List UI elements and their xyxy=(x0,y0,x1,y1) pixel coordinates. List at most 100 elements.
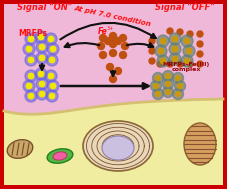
Circle shape xyxy=(160,58,166,64)
Circle shape xyxy=(173,88,183,99)
Circle shape xyxy=(45,33,57,45)
Ellipse shape xyxy=(102,136,134,160)
Circle shape xyxy=(36,52,48,64)
Circle shape xyxy=(114,37,121,44)
Circle shape xyxy=(119,51,126,59)
Bar xyxy=(4,4,223,109)
Circle shape xyxy=(155,91,160,96)
Text: Signal "ON": Signal "ON" xyxy=(17,2,73,12)
Circle shape xyxy=(39,55,45,61)
Circle shape xyxy=(197,41,203,47)
Circle shape xyxy=(104,37,111,44)
Circle shape xyxy=(50,83,56,89)
Circle shape xyxy=(197,51,203,57)
Circle shape xyxy=(165,81,170,87)
Circle shape xyxy=(26,46,32,52)
Circle shape xyxy=(47,43,59,55)
Circle shape xyxy=(169,53,181,65)
Circle shape xyxy=(47,80,59,92)
Circle shape xyxy=(39,91,45,97)
Circle shape xyxy=(36,41,48,53)
Circle shape xyxy=(28,57,34,63)
Circle shape xyxy=(181,35,193,47)
Circle shape xyxy=(109,40,116,47)
Circle shape xyxy=(155,45,167,57)
Circle shape xyxy=(109,75,116,83)
Circle shape xyxy=(23,80,35,92)
Circle shape xyxy=(158,48,164,54)
Circle shape xyxy=(177,61,183,67)
Circle shape xyxy=(177,29,183,35)
Circle shape xyxy=(99,35,106,42)
Polygon shape xyxy=(4,99,223,185)
Circle shape xyxy=(175,91,180,96)
Circle shape xyxy=(197,31,203,37)
Circle shape xyxy=(169,33,181,45)
Circle shape xyxy=(155,76,160,81)
Circle shape xyxy=(183,45,195,57)
Circle shape xyxy=(109,50,116,57)
Bar xyxy=(4,109,223,185)
Circle shape xyxy=(28,93,34,99)
Circle shape xyxy=(36,88,48,100)
Circle shape xyxy=(46,90,58,102)
Circle shape xyxy=(49,57,55,63)
Circle shape xyxy=(149,48,155,54)
Circle shape xyxy=(178,84,183,88)
Circle shape xyxy=(28,73,34,79)
Circle shape xyxy=(163,70,173,81)
Circle shape xyxy=(184,38,190,44)
Circle shape xyxy=(175,76,180,81)
Circle shape xyxy=(165,74,170,78)
Circle shape xyxy=(25,90,37,102)
Circle shape xyxy=(121,43,128,50)
Ellipse shape xyxy=(47,149,73,163)
Circle shape xyxy=(181,55,193,67)
Circle shape xyxy=(25,33,37,45)
Circle shape xyxy=(157,61,163,67)
Polygon shape xyxy=(4,4,223,114)
Circle shape xyxy=(175,81,185,91)
Circle shape xyxy=(39,44,45,50)
Circle shape xyxy=(172,56,178,62)
Circle shape xyxy=(149,38,155,44)
Circle shape xyxy=(23,43,35,55)
Circle shape xyxy=(25,54,37,66)
Circle shape xyxy=(151,81,161,91)
Circle shape xyxy=(157,55,169,67)
Circle shape xyxy=(173,73,183,84)
Circle shape xyxy=(48,73,54,79)
Circle shape xyxy=(160,38,166,44)
Circle shape xyxy=(153,73,163,84)
Circle shape xyxy=(109,33,116,40)
Circle shape xyxy=(25,70,37,82)
Circle shape xyxy=(167,28,173,34)
Circle shape xyxy=(35,31,47,43)
Circle shape xyxy=(153,84,158,88)
Circle shape xyxy=(157,35,169,47)
Circle shape xyxy=(49,93,55,99)
Circle shape xyxy=(187,31,193,37)
Circle shape xyxy=(197,61,203,67)
Circle shape xyxy=(26,83,32,89)
Circle shape xyxy=(99,51,106,59)
Text: 3+: 3+ xyxy=(107,26,114,32)
Text: Signal "OFF": Signal "OFF" xyxy=(155,2,215,12)
Circle shape xyxy=(163,78,173,90)
Circle shape xyxy=(153,88,163,99)
Circle shape xyxy=(165,90,170,94)
Circle shape xyxy=(172,36,178,42)
Circle shape xyxy=(184,58,190,64)
Circle shape xyxy=(38,71,44,77)
Circle shape xyxy=(149,58,155,64)
Circle shape xyxy=(46,54,58,66)
Circle shape xyxy=(167,61,173,67)
Circle shape xyxy=(39,81,45,87)
Circle shape xyxy=(163,87,173,98)
Circle shape xyxy=(45,70,57,82)
Circle shape xyxy=(119,35,126,42)
Circle shape xyxy=(169,43,181,55)
Circle shape xyxy=(50,46,56,52)
Circle shape xyxy=(186,48,192,54)
Ellipse shape xyxy=(53,152,67,160)
